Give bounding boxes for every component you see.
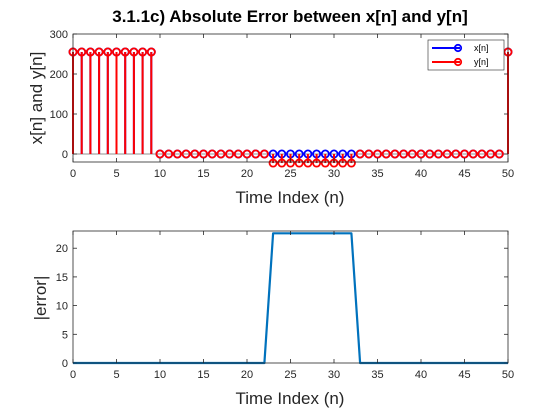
error-ytick-label: 0 [62,358,68,370]
error-xtick-label: 10 [154,369,166,381]
legend-box [427,39,505,71]
stem-marker-y [268,158,278,168]
error-xtick-label: 5 [113,369,119,381]
error-ytick-label: 15 [56,272,68,284]
error-xtick-label: 25 [284,369,296,381]
stem-marker-y [216,149,226,159]
error-xtick-label: 40 [415,369,427,381]
stem-marker-y [303,158,313,168]
stem-plot-ylabel: x[n] and y[n] [27,52,46,145]
error-ytick-label: 20 [56,243,68,255]
error-xtick-label: 15 [197,369,209,381]
stem-xtick-label: 20 [241,168,253,180]
stem-marker-y [468,149,478,159]
stem-marker-y [225,149,235,159]
stem-marker-y [442,149,452,159]
error-plot-area [73,231,508,363]
stem-marker-y [312,158,322,168]
stem-ytick-label: 300 [50,29,68,41]
stem-marker-y [338,158,348,168]
legend: x[n] y[n] [427,39,505,71]
stem-xtick-label: 15 [197,168,209,180]
stem-xtick-label: 35 [371,168,383,180]
error-xtick-label: 45 [458,369,470,381]
stem-xtick-label: 25 [284,168,296,180]
legend-marker-y [453,57,463,67]
stem-marker-y [172,149,182,159]
stem-marker-y [129,47,139,57]
stem-marker-y [242,149,252,159]
stem-marker-y [164,149,174,159]
stem-xtick-label: 10 [154,168,166,180]
stem-marker-y [451,149,461,159]
error-plot-axes: 0 5 10 15 20 25 30 35 40 45 50 0 5 10 15 20 Time Index … [31,230,514,408]
error-xtick-label: 30 [328,369,340,381]
stem-xtick-label: 0 [70,168,76,180]
stem-marker-y [120,47,130,57]
stem-marker-y [85,47,95,57]
stem-marker-y [146,47,156,57]
error-plot-ylabel: |error| [31,276,50,321]
stem-marker-y [233,149,243,159]
stem-marker-y [346,158,356,168]
stem-xtick-label: 50 [502,168,514,180]
stem-ytick-label: 100 [50,109,68,121]
legend-label-y: y[n] [474,57,489,67]
error-xtick-label: 20 [241,369,253,381]
stem-marker-y [103,47,113,57]
stem-marker-y [372,149,382,159]
stem-marker-y [320,158,330,168]
stem-marker-y [381,149,391,159]
error-ytick-label: 5 [62,329,68,341]
stem-marker-y [207,149,217,159]
stem-marker-y [364,149,374,159]
stem-marker-y [181,149,191,159]
error-plot-xlabel: Time Index (n) [236,389,345,408]
stem-marker-y [138,47,148,57]
error-plot-ticks: 0 5 10 15 20 25 30 35 40 45 50 0 5 10 15 20 [56,231,514,381]
stem-marker-y [425,149,435,159]
stem-marker-y [94,47,104,57]
error-ytick-label: 10 [56,301,68,313]
stem-marker-y [198,149,208,159]
stem-marker-y [294,158,304,168]
stem-marker-y [251,149,261,159]
stem-marker-y [416,149,426,159]
stem-marker-y [259,149,269,159]
stem-plot-xlabel: Time Index (n) [236,188,345,207]
stem-xtick-label: 5 [113,168,119,180]
error-xtick-label: 50 [502,369,514,381]
stem-marker-y [390,149,400,159]
stem-marker-y [277,158,287,168]
stem-plot-ticks: 0 5 10 15 20 25 30 35 40 45 50 0 100 200 300 [50,29,514,180]
stem-marker-y [112,47,122,57]
stem-xtick-label: 30 [328,168,340,180]
legend-marker-x [453,43,463,53]
stem-xtick-label: 45 [458,168,470,180]
stem-plot-title: 3.1.1c) Absolute Error between x[n] and … [112,7,468,26]
stem-ytick-label: 0 [62,149,68,161]
stem-marker-y [477,149,487,159]
stem-marker-y [155,149,165,159]
error-xtick-label: 35 [371,369,383,381]
stem-xtick-label: 40 [415,168,427,180]
stem-ytick-label: 200 [50,69,68,81]
stem-marker-y [190,149,200,159]
stem-marker-y [486,149,496,159]
error-xtick-label: 0 [70,369,76,381]
stem-plot-axes: 0 5 10 15 20 25 30 35 40 45 50 0 100 200 300 3.1.1c) A… [27,7,514,207]
stem-marker-y [494,149,504,159]
stem-marker-y [77,47,87,57]
stem-marker-y [355,149,365,159]
legend-label-x: x[n] [474,43,489,53]
stem-marker-y [407,149,417,159]
stem-marker-y [399,149,409,159]
stem-marker-y [459,149,469,159]
stem-marker-y [433,149,443,159]
